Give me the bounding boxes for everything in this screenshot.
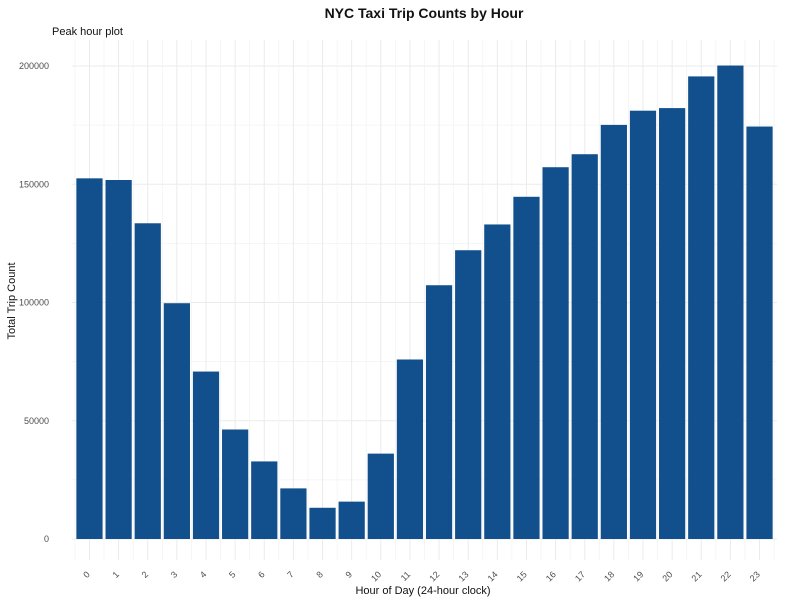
bar-hour-12 — [425, 285, 453, 539]
bar-hour-18 — [600, 124, 627, 540]
y-axis-ticks: 0 50000 100000 150000 200000 — [19, 61, 49, 544]
x-tick-label: 15 — [515, 569, 529, 583]
bar-hour-14 — [484, 224, 511, 539]
x-tick-label: 13 — [456, 569, 470, 583]
x-tick-label: 19 — [631, 569, 645, 583]
x-tick-label: 10 — [369, 569, 383, 583]
x-tick-label: 1 — [110, 569, 121, 580]
x-axis-ticks: 0 1 2 3 4 5 6 7 8 9 10 11 12 13 14 15 16 17 18 19 20 21 22 23 — [81, 569, 762, 583]
x-tick-label: 17 — [573, 569, 587, 583]
y-tick-label: 150000 — [19, 179, 49, 189]
bar-hour-22 — [717, 65, 744, 539]
x-tick-label: 18 — [602, 569, 616, 583]
x-tick-label: 12 — [427, 569, 441, 583]
x-tick-label: 2 — [140, 569, 151, 580]
x-axis-title: Hour of Day (24-hour clock) — [355, 585, 490, 597]
x-tick-label: 6 — [256, 569, 267, 580]
x-tick-label: 22 — [719, 569, 733, 583]
bar-hour-13 — [455, 250, 482, 539]
y-tick-label: 0 — [44, 534, 49, 544]
x-tick-label: 14 — [486, 569, 500, 583]
x-tick-label: 21 — [690, 569, 704, 583]
bar-hour-8 — [309, 507, 336, 539]
x-tick-label: 23 — [748, 569, 762, 583]
bar-hour-1 — [105, 179, 132, 540]
bar-hour-16 — [542, 167, 569, 540]
y-axis-title: Total Trip Count — [6, 262, 18, 339]
bar-hour-11 — [396, 359, 424, 539]
bar-hour-17 — [571, 154, 598, 540]
x-tick-label: 9 — [343, 569, 354, 580]
bar-hour-23 — [746, 126, 773, 539]
x-tick-label: 5 — [227, 569, 238, 580]
x-tick-label: 3 — [169, 569, 180, 580]
x-tick-label: 11 — [399, 569, 413, 583]
x-tick-label: 16 — [544, 569, 558, 583]
bar-hour-20 — [659, 108, 686, 540]
y-tick-label: 50000 — [24, 416, 49, 426]
bar-hour-15 — [513, 196, 540, 540]
bar-hour-3 — [163, 303, 190, 539]
bar-hour-4 — [192, 371, 220, 539]
x-tick-label: 20 — [660, 569, 674, 583]
bar-hour-2 — [134, 223, 161, 539]
bar-hour-6 — [251, 461, 278, 539]
chart-subtitle: Peak hour plot — [52, 26, 123, 38]
bar-hour-5 — [222, 429, 249, 539]
chart-title: NYC Taxi Trip Counts by Hour — [325, 5, 524, 21]
x-tick-label: 4 — [198, 569, 209, 580]
bar-hour-0 — [76, 178, 103, 539]
bar-hour-10 — [367, 453, 394, 539]
x-tick-label: 7 — [285, 569, 296, 580]
bar-hour-9 — [338, 501, 365, 539]
x-tick-label: 0 — [81, 569, 92, 580]
bar-hour-21 — [688, 76, 715, 539]
bars-group — [76, 65, 773, 540]
x-tick-label: 8 — [314, 569, 325, 580]
bar-hour-19 — [629, 110, 657, 540]
y-tick-label: 100000 — [19, 298, 49, 308]
y-tick-label: 200000 — [19, 61, 49, 71]
bar-hour-7 — [280, 488, 307, 539]
